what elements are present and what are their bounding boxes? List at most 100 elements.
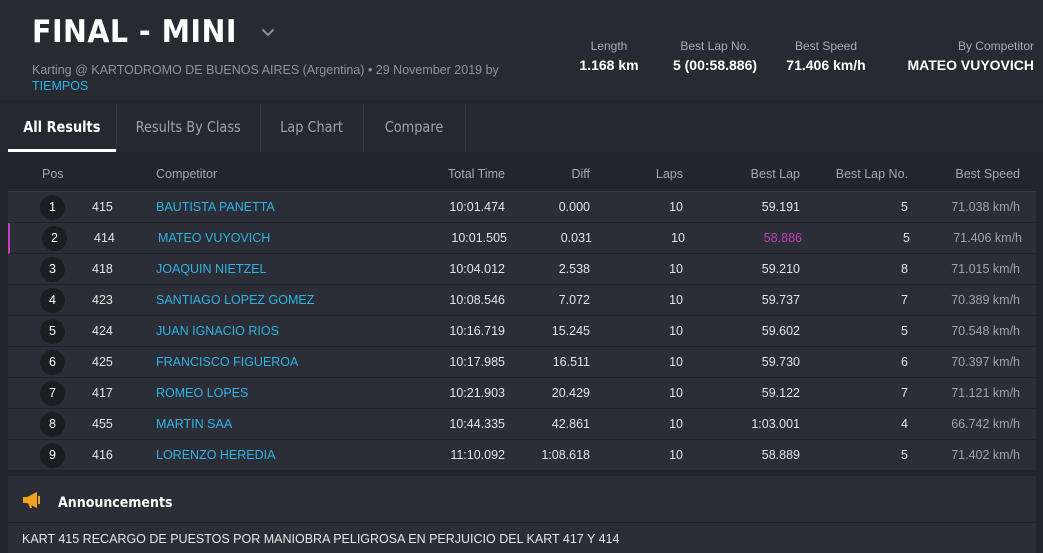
best-lap: 58.889 xyxy=(761,448,800,462)
laps: 10 xyxy=(669,448,683,462)
best-lap: 59.602 xyxy=(761,324,800,338)
laps: 10 xyxy=(669,417,683,431)
session-stats: Length 1.168 km Best Lap No. 5 (00:58.88… xyxy=(0,38,1043,82)
diff: 7.072 xyxy=(558,293,590,307)
header-pos[interactable]: Pos xyxy=(42,167,64,181)
header-best-speed[interactable]: Best Speed xyxy=(955,167,1020,181)
tab-label: Compare xyxy=(385,118,444,136)
stat-length: Length 1.168 km xyxy=(568,38,650,76)
kart-number: 415 xyxy=(92,200,113,214)
best-lap: 1:03.001 xyxy=(751,417,800,431)
stat-best-lap-no: Best Lap No. 5 (00:58.886) xyxy=(660,38,770,76)
best-lap-no: 4 xyxy=(901,417,908,431)
best-speed: 70.397 km/h xyxy=(951,355,1020,369)
announcements-title-text: Announcements xyxy=(58,494,173,511)
table-row[interactable]: 1 415 BAUTISTA PANETTA 10:01.474 0.000 1… xyxy=(8,192,1036,223)
tab-results-by-class[interactable]: Results By Class xyxy=(117,104,261,152)
diff: 2.538 xyxy=(558,262,590,276)
total-time: 10:21.903 xyxy=(449,386,505,400)
header-best-lap[interactable]: Best Lap xyxy=(750,167,800,181)
table-row[interactable]: 6 425 FRANCISCO FIGUEROA 10:17.985 16.51… xyxy=(8,347,1036,378)
kart-number: 418 xyxy=(92,262,113,276)
kart-number: 417 xyxy=(92,386,113,400)
announcements-header: Announcements xyxy=(22,491,185,514)
best-lap-no: 6 xyxy=(901,355,908,369)
table-row[interactable]: 9 416 LORENZO HEREDIA 11:10.092 1:08.618… xyxy=(8,440,1036,471)
results-table: Pos Competitor Total Time Diff Laps Best… xyxy=(8,158,1036,471)
position-badge: 6 xyxy=(40,350,65,375)
best-lap: 59.210 xyxy=(761,262,800,276)
announcements-panel: Announcements KART 415 RECARGO DE PUESTO… xyxy=(8,476,1036,553)
best-speed: 71.121 km/h xyxy=(951,386,1020,400)
diff: 20.429 xyxy=(551,386,590,400)
total-time: 11:10.092 xyxy=(450,448,505,462)
best-lap: 59.737 xyxy=(761,293,800,307)
table-row[interactable]: 5 424 JUAN IGNACIO RIOS 10:16.719 15.245… xyxy=(8,316,1036,347)
best-speed: 70.548 km/h xyxy=(951,324,1020,338)
stat-value: 5 (00:58.886) xyxy=(672,57,758,73)
organizer-link[interactable]: TIEMPOS xyxy=(32,79,89,93)
table-row[interactable]: 2 414 MATEO VUYOVICH 10:01.505 0.031 10 … xyxy=(8,223,1036,254)
session-header: FINAL - MINI Karting @ KARTODROMO DE BUE… xyxy=(0,0,1043,100)
laps: 10 xyxy=(669,293,683,307)
results-tabs: All Results Results By Class Lap Chart C… xyxy=(0,104,1043,152)
laps: 10 xyxy=(669,324,683,338)
best-speed: 71.038 km/h xyxy=(951,200,1020,214)
best-lap: 59.730 xyxy=(761,355,800,369)
stat-label: Best Speed xyxy=(794,39,858,53)
position-badge: 7 xyxy=(40,381,65,406)
competitor-link[interactable]: JOAQUIN NIETZEL xyxy=(156,262,267,276)
competitor-link[interactable]: MARTIN SAA xyxy=(156,417,233,431)
best-lap-no: 7 xyxy=(901,293,908,307)
table-row[interactable]: 8 455 MARTIN SAA 10:44.335 42.861 10 1:0… xyxy=(8,409,1036,440)
position-badge: 5 xyxy=(40,319,65,344)
kart-number: 455 xyxy=(92,417,113,431)
title-row: FINAL - MINI xyxy=(32,14,277,50)
competitor-link[interactable]: BAUTISTA PANETTA xyxy=(156,200,275,214)
total-time: 10:04.012 xyxy=(449,262,505,276)
position-badge: 8 xyxy=(40,412,65,437)
tab-lap-chart[interactable]: Lap Chart xyxy=(261,104,364,152)
position-badge: 3 xyxy=(40,257,65,282)
stat-label: By Competitor xyxy=(957,39,1034,53)
total-time: 10:01.505 xyxy=(451,231,507,245)
best-lap-no: 5 xyxy=(901,324,908,338)
diff: 15.245 xyxy=(551,324,590,338)
best-speed: 71.402 km/h xyxy=(951,448,1020,462)
header-best-lap-no[interactable]: Best Lap No. xyxy=(835,167,908,181)
best-lap-no: 5 xyxy=(901,200,908,214)
tab-compare[interactable]: Compare xyxy=(364,104,466,152)
stat-label: Best Lap No. xyxy=(680,39,750,53)
total-time: 10:08.546 xyxy=(449,293,505,307)
competitor-link[interactable]: MATEO VUYOVICH xyxy=(158,231,271,245)
divider xyxy=(8,522,1036,523)
tab-label: Lap Chart xyxy=(280,118,344,136)
kart-number: 423 xyxy=(92,293,113,307)
header-laps[interactable]: Laps xyxy=(655,167,683,181)
best-speed: 70.389 km/h xyxy=(951,293,1020,307)
diff: 1:08.618 xyxy=(541,448,590,462)
stat-label: Length xyxy=(590,39,628,53)
competitor-link[interactable]: JUAN IGNACIO RIOS xyxy=(156,324,279,338)
competitor-link[interactable]: ROMEO LOPES xyxy=(156,386,249,400)
best-lap: 58.886 xyxy=(763,231,802,245)
header-competitor[interactable]: Competitor xyxy=(156,167,218,181)
best-speed: 71.015 km/h xyxy=(951,262,1020,276)
stat-value: 71.406 km/h xyxy=(786,57,866,73)
total-time: 10:44.335 xyxy=(449,417,505,431)
stat-value: MATEO VUYOVICH xyxy=(907,57,1034,73)
position-badge: 4 xyxy=(40,288,65,313)
competitor-link[interactable]: LORENZO HEREDIA xyxy=(156,448,276,462)
megaphone-icon xyxy=(22,491,44,514)
kart-number: 416 xyxy=(92,448,113,462)
table-row[interactable]: 7 417 ROMEO LOPES 10:21.903 20.429 10 59… xyxy=(8,378,1036,409)
chevron-down-icon[interactable] xyxy=(259,23,277,41)
table-row[interactable]: 4 423 SANTIAGO LOPEZ GOMEZ 10:08.546 7.0… xyxy=(8,285,1036,316)
header-diff[interactable]: Diff xyxy=(571,167,590,181)
competitor-link[interactable]: SANTIAGO LOPEZ GOMEZ xyxy=(156,293,315,307)
laps: 10 xyxy=(669,262,683,276)
competitor-link[interactable]: FRANCISCO FIGUEROA xyxy=(156,355,299,369)
header-total-time[interactable]: Total Time xyxy=(448,167,505,181)
tab-all-results[interactable]: All Results xyxy=(8,104,117,152)
table-row[interactable]: 3 418 JOAQUIN NIETZEL 10:04.012 2.538 10… xyxy=(8,254,1036,285)
